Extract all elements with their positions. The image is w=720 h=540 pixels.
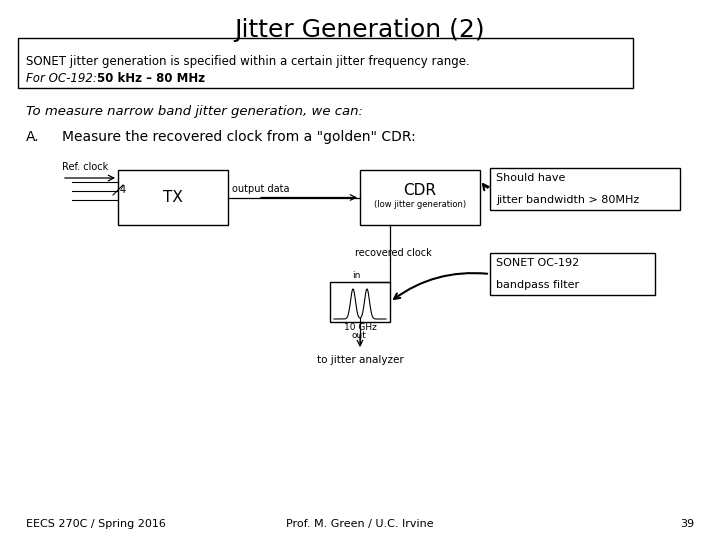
Bar [360,170,480,225]
Text: Should have: Should have [496,173,565,183]
Text: TX: TX [163,190,183,205]
Text: 39: 39 [680,519,694,529]
Text: (low jitter generation): (low jitter generation) [374,200,466,209]
Text: To measure narrow band jitter generation, we can:: To measure narrow band jitter generation… [26,105,363,118]
Text: SONET jitter generation is specified within a certain jitter frequency range.: SONET jitter generation is specified wit… [26,56,469,69]
Bar [490,168,680,210]
Text: 4: 4 [120,185,126,195]
Text: recovered clock: recovered clock [355,248,432,258]
Text: CDR: CDR [403,183,436,198]
Text: SONET OC-192: SONET OC-192 [496,258,580,268]
Text: Prof. M. Green / U.C. Irvine: Prof. M. Green / U.C. Irvine [286,519,434,529]
Text: Jitter Generation (2): Jitter Generation (2) [235,18,485,42]
Text: out: out [352,332,367,341]
Text: EECS 270C / Spring 2016: EECS 270C / Spring 2016 [26,519,166,529]
Bar [330,282,390,322]
Bar [490,253,655,295]
Text: to jitter analyzer: to jitter analyzer [317,355,403,365]
Text: A.: A. [26,130,40,144]
Bar [118,170,228,225]
Text: For OC-192:: For OC-192: [26,71,104,84]
Text: Measure the recovered clock from a "golden" CDR:: Measure the recovered clock from a "gold… [62,130,415,144]
Text: 10 GHz: 10 GHz [343,323,377,333]
Bar [18,38,633,88]
Text: 50 kHz – 80 MHz: 50 kHz – 80 MHz [97,71,205,84]
Text: Ref. clock: Ref. clock [62,162,108,172]
Text: bandpass filter: bandpass filter [496,280,579,290]
Text: in: in [352,271,361,280]
Text: jitter bandwidth > 80MHz: jitter bandwidth > 80MHz [496,195,639,205]
Text: output data: output data [232,184,289,193]
